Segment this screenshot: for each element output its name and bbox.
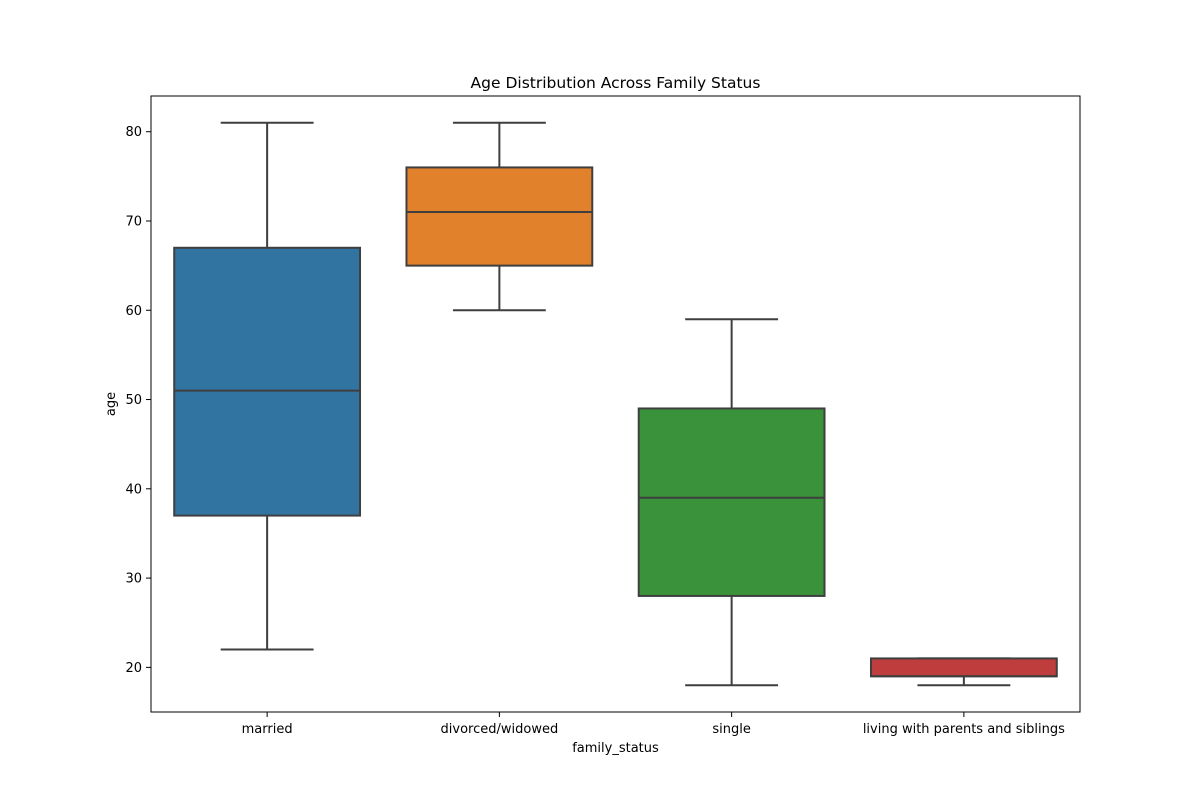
x-tick-label: living with parents and siblings <box>863 722 1065 737</box>
box-living-with-parents-and-siblings <box>869 657 1058 687</box>
boxes-layer <box>173 121 1058 687</box>
iqr-box <box>173 246 362 517</box>
x-tick-label: divorced/widowed <box>441 722 559 737</box>
y-tick-label: 20 <box>125 661 142 676</box>
iqr-box <box>405 166 594 267</box>
plot-frame <box>150 95 1081 713</box>
x-axis: married divorced/widowed single living with… <box>242 712 1065 737</box>
x-tick-label: single <box>712 722 751 737</box>
box-married <box>173 121 362 651</box>
y-tick-label: 50 <box>125 393 142 408</box>
iqr-box <box>869 657 1058 678</box>
x-tick-label: married <box>242 722 293 737</box>
y-tick-label: 40 <box>125 482 142 497</box>
chart-title: Age Distribution Across Family Status <box>471 74 761 92</box>
y-tick-label: 60 <box>125 304 142 319</box>
box-divorced-widowed <box>405 121 594 312</box>
x-axis-label: family_status <box>572 741 659 756</box>
y-tick-label: 30 <box>125 572 142 587</box>
y-tick-label: 80 <box>125 125 142 140</box>
box-single <box>637 318 826 687</box>
y-tick-label: 70 <box>125 214 142 229</box>
iqr-box <box>637 407 826 597</box>
y-axis: 20 30 40 50 60 70 80 <box>125 125 151 676</box>
y-axis-label: age <box>104 392 119 416</box>
